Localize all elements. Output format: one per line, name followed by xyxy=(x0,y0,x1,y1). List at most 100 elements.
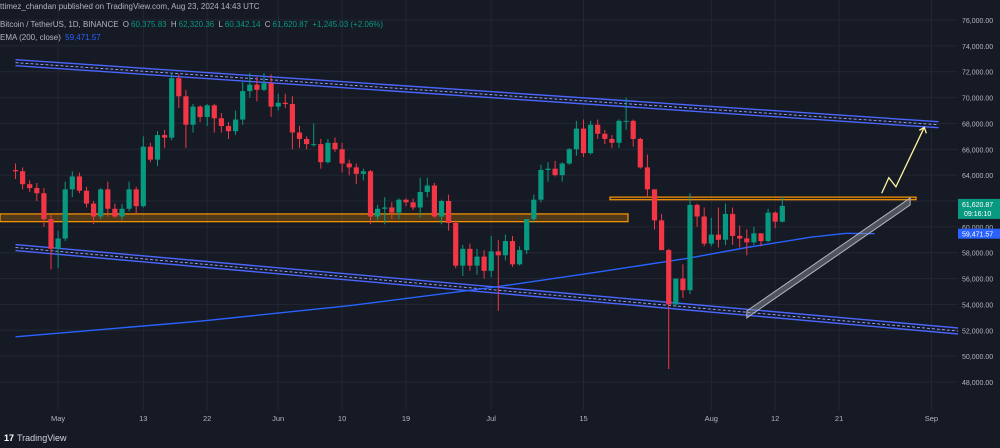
change-value: +1,245.03 (+2.06%) xyxy=(312,20,384,29)
candle-body xyxy=(112,208,118,217)
candle-body xyxy=(694,204,700,217)
candle-body xyxy=(240,91,246,120)
candle-body xyxy=(481,256,487,271)
candle-body xyxy=(360,171,366,174)
candle-body xyxy=(48,219,54,249)
candle-body xyxy=(225,126,232,132)
candle-body xyxy=(417,191,423,208)
candle-body xyxy=(779,205,785,222)
open-value: 60,375.83 xyxy=(131,20,167,29)
candle-body xyxy=(190,106,196,125)
candle-body xyxy=(41,193,47,220)
candle-body xyxy=(218,118,224,127)
time-tick-label: 12 xyxy=(771,414,779,423)
candle-body xyxy=(722,213,729,240)
candle-body xyxy=(623,120,629,122)
candle-body xyxy=(438,201,445,217)
symbol-title[interactable]: Bitcoin / TetherUS, 1D, BINANCE xyxy=(0,20,119,29)
projection-arrowhead xyxy=(918,126,927,134)
candle-body xyxy=(382,207,388,209)
time-tick-label: Aug xyxy=(705,414,718,423)
candle-body xyxy=(637,138,643,168)
resistance-zone xyxy=(609,196,917,201)
ema-200-line xyxy=(15,232,875,338)
candle-body xyxy=(105,189,111,209)
candle-body xyxy=(311,144,317,146)
candle-body xyxy=(737,235,743,239)
candle-body xyxy=(573,128,579,150)
candle-body xyxy=(595,124,601,134)
low-value: 60,342.14 xyxy=(224,20,261,29)
candle-body xyxy=(730,213,736,236)
candle-body xyxy=(680,278,686,291)
candle-body xyxy=(62,189,68,239)
candle-body xyxy=(502,241,508,256)
candle-body xyxy=(154,135,161,160)
candle-body xyxy=(460,248,466,266)
candle-body xyxy=(176,78,182,97)
price-tick-label: 56,000.00 xyxy=(962,277,993,284)
candle-body xyxy=(666,250,672,305)
candle-body xyxy=(34,188,40,194)
support-zone xyxy=(0,213,629,223)
candle-body xyxy=(517,250,523,265)
tradingview-logo[interactable]: 17 TradingView xyxy=(4,433,67,443)
candle-body xyxy=(673,278,679,305)
candle-body xyxy=(339,149,345,164)
candle-body xyxy=(91,203,97,217)
candle-body xyxy=(98,189,104,217)
candle-body xyxy=(602,133,608,139)
price-tick-label: 58,000.00 xyxy=(962,251,993,258)
low-label: L xyxy=(218,20,223,29)
candle-body xyxy=(69,176,75,190)
candle-body xyxy=(708,234,714,244)
time-tick-label: 19 xyxy=(402,414,410,423)
candle-body xyxy=(531,199,537,220)
candle-body xyxy=(772,212,778,222)
candle-body xyxy=(588,124,594,154)
candle-body xyxy=(609,138,615,143)
candle-body xyxy=(630,120,636,139)
ema-price-label: 59,471.57 xyxy=(962,232,993,239)
candle-body xyxy=(559,163,565,176)
channel-lower-mid xyxy=(15,247,1000,336)
candle-body xyxy=(20,171,26,185)
candle-body xyxy=(76,176,82,191)
price-tick-label: 64,000.00 xyxy=(962,173,993,180)
time-tick-label: 21 xyxy=(835,414,843,423)
candle-body xyxy=(467,248,473,266)
candle-body xyxy=(659,220,665,251)
candle-body xyxy=(147,146,153,160)
published-info: ttimez_chandan published on TradingView.… xyxy=(0,2,260,11)
candle-body xyxy=(495,251,501,256)
candle-body xyxy=(12,169,19,172)
candle-body xyxy=(133,189,139,207)
price-tick-label: 50,000.00 xyxy=(962,354,993,361)
channel-upper-mid xyxy=(15,62,939,126)
wedge-support xyxy=(746,197,911,319)
candle-body xyxy=(566,149,572,164)
candle-body xyxy=(375,208,381,217)
close-label: C xyxy=(264,20,271,29)
candle-body xyxy=(389,207,395,213)
time-tick-label: 13 xyxy=(139,414,147,423)
candle-body xyxy=(687,204,693,291)
candle-body xyxy=(304,138,310,145)
candle-body xyxy=(715,234,721,240)
candle-body xyxy=(183,96,189,125)
candle-body xyxy=(651,189,658,221)
high-label: H xyxy=(170,20,177,29)
candle-body xyxy=(431,185,437,217)
candle-body xyxy=(751,233,757,243)
price-tick-label: 68,000.00 xyxy=(962,121,993,128)
candle-body xyxy=(744,238,750,243)
ohlc-legend: Bitcoin / TetherUS, 1D, BINANCE O 60,375.… xyxy=(0,20,385,29)
channel-upper-bottom-edge xyxy=(15,64,939,129)
time-tick-label: Jun xyxy=(272,414,284,423)
ema-label[interactable]: EMA (200, close) xyxy=(0,33,61,42)
candle-body xyxy=(318,144,324,163)
candle-body xyxy=(233,119,239,132)
candle-body xyxy=(83,190,90,204)
